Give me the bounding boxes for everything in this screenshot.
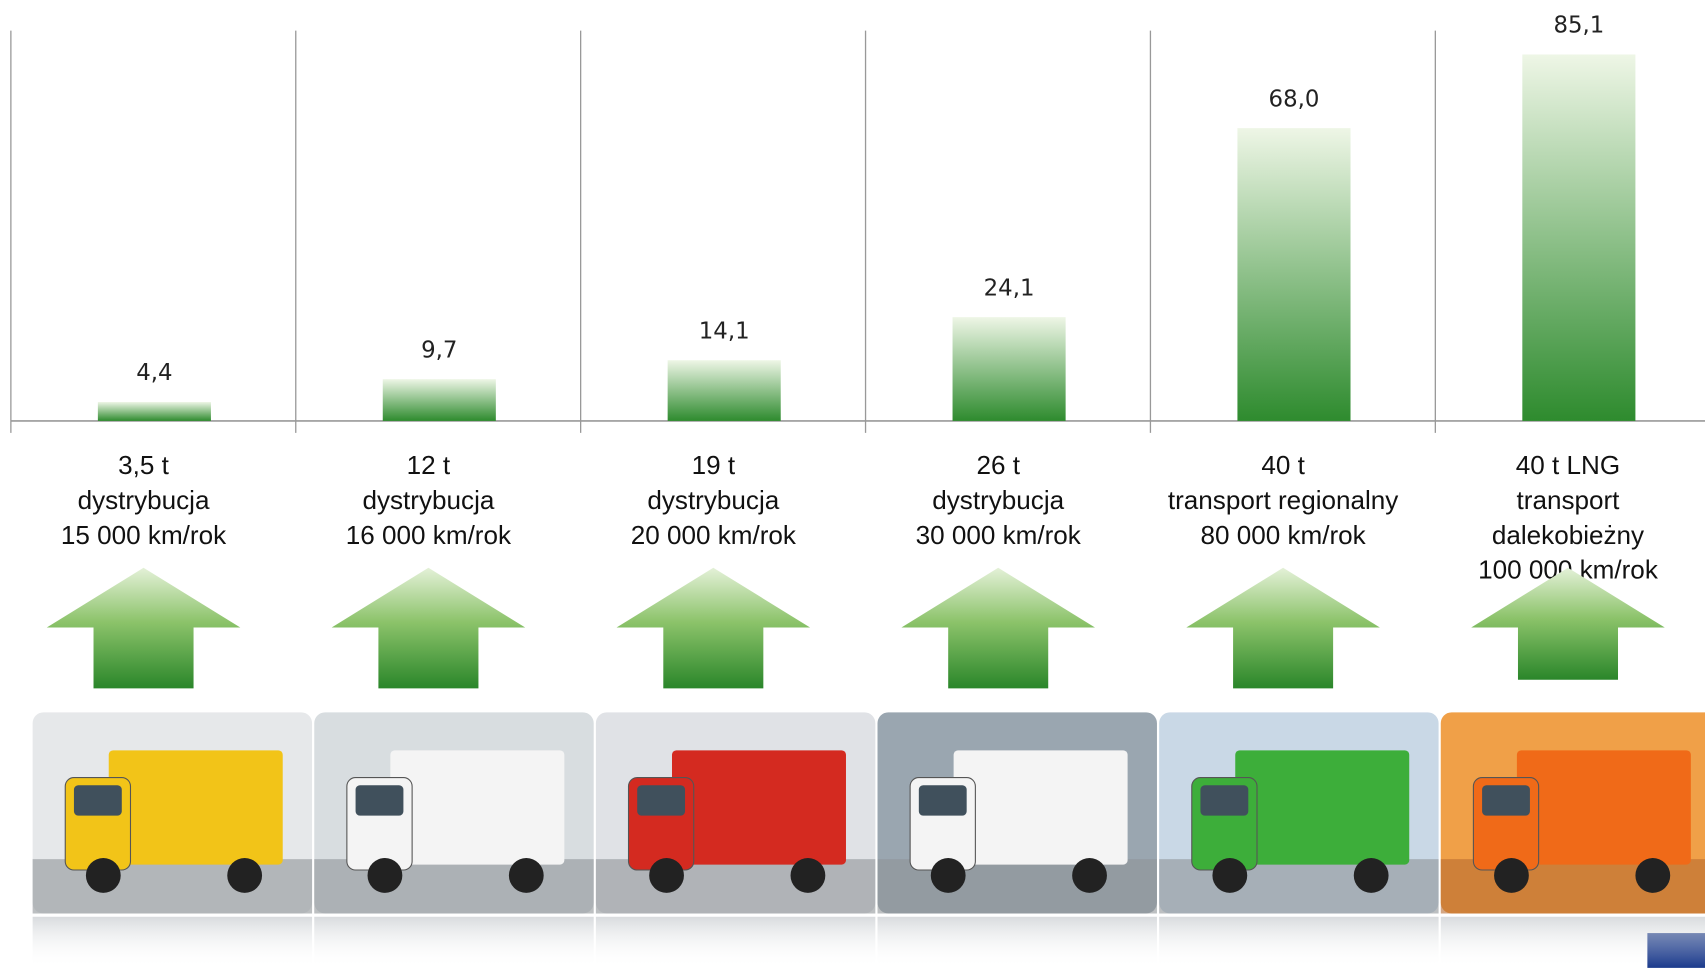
- category-label: 20 000 km/rok: [631, 520, 797, 550]
- truck-photo: [1440, 712, 1705, 968]
- truck-body: [671, 750, 846, 865]
- wheel: [508, 858, 544, 893]
- arrow: [616, 567, 811, 689]
- category-label: 16 000 km/rok: [346, 520, 512, 550]
- category-label: 80 000 km/rok: [1200, 520, 1366, 550]
- truck-photo: [32, 712, 313, 968]
- arrow: [1471, 567, 1665, 680]
- arrow: [331, 567, 526, 689]
- bar: [1237, 128, 1351, 421]
- category-label: transport: [1517, 485, 1621, 515]
- wheel: [367, 858, 403, 893]
- bar: [667, 360, 781, 421]
- category-label: 15 000 km/rok: [61, 520, 227, 550]
- wheel: [1494, 858, 1529, 893]
- value-label: 85,1: [1553, 13, 1604, 39]
- truck-body: [390, 750, 565, 865]
- category-label: dystrybucja: [362, 485, 494, 515]
- truck-window: [355, 785, 404, 816]
- category-label: 19 t: [692, 450, 736, 480]
- arrow: [901, 567, 1095, 689]
- category-label: 40 t LNG: [1516, 450, 1620, 480]
- value-label: 68,0: [1269, 86, 1320, 112]
- category-label: dystrybucja: [78, 485, 210, 515]
- wheel: [1072, 858, 1107, 893]
- category-label: dystrybucja: [932, 485, 1064, 515]
- wheel: [1635, 858, 1671, 893]
- category-label: 26 t: [976, 450, 1020, 480]
- value-label: 4,4: [136, 360, 172, 386]
- bar: [382, 379, 496, 421]
- wheel: [930, 858, 966, 893]
- photo-reflection: [1440, 916, 1705, 968]
- bar: [97, 401, 211, 421]
- truck-body: [953, 750, 1128, 865]
- truck-window: [918, 785, 967, 816]
- truck-window: [73, 785, 122, 816]
- category-label: dalekobieżny: [1492, 520, 1644, 550]
- arrow: [1186, 567, 1380, 689]
- bar: [952, 317, 1066, 421]
- truck-window: [637, 785, 686, 816]
- photo-reflection: [595, 916, 876, 968]
- category-label: dystrybucja: [647, 485, 779, 515]
- wheel: [85, 858, 121, 893]
- truck-window: [1482, 785, 1530, 816]
- bar: [1522, 54, 1636, 421]
- category-label: 3,5 t: [118, 450, 169, 480]
- value-label: 24,1: [984, 275, 1035, 301]
- photo-reflection: [1159, 916, 1439, 968]
- category-label: 12 t: [407, 450, 451, 480]
- wheel: [1353, 858, 1389, 893]
- wheel: [1212, 858, 1248, 893]
- truck-photo: [595, 712, 876, 968]
- category-label: 40 t: [1261, 450, 1305, 480]
- truck-body: [1235, 750, 1410, 865]
- truck-body: [1516, 750, 1691, 865]
- truck-window: [1200, 785, 1249, 816]
- truck-body: [108, 750, 283, 865]
- category-label: transport regionalny: [1168, 485, 1399, 515]
- truck-photo: [314, 712, 594, 968]
- truck-photo: [1159, 712, 1439, 968]
- wheel: [227, 858, 263, 893]
- photo-reflection: [314, 916, 594, 968]
- photo-reflection: [32, 916, 313, 968]
- truck-photo: [877, 712, 1157, 968]
- value-label: 9,7: [421, 337, 457, 363]
- value-label: 14,1: [699, 318, 750, 344]
- category-label: 30 000 km/rok: [916, 520, 1082, 550]
- photo-reflection: [877, 916, 1157, 968]
- wheel: [790, 858, 826, 893]
- wheel: [649, 858, 684, 893]
- arrow: [46, 567, 241, 689]
